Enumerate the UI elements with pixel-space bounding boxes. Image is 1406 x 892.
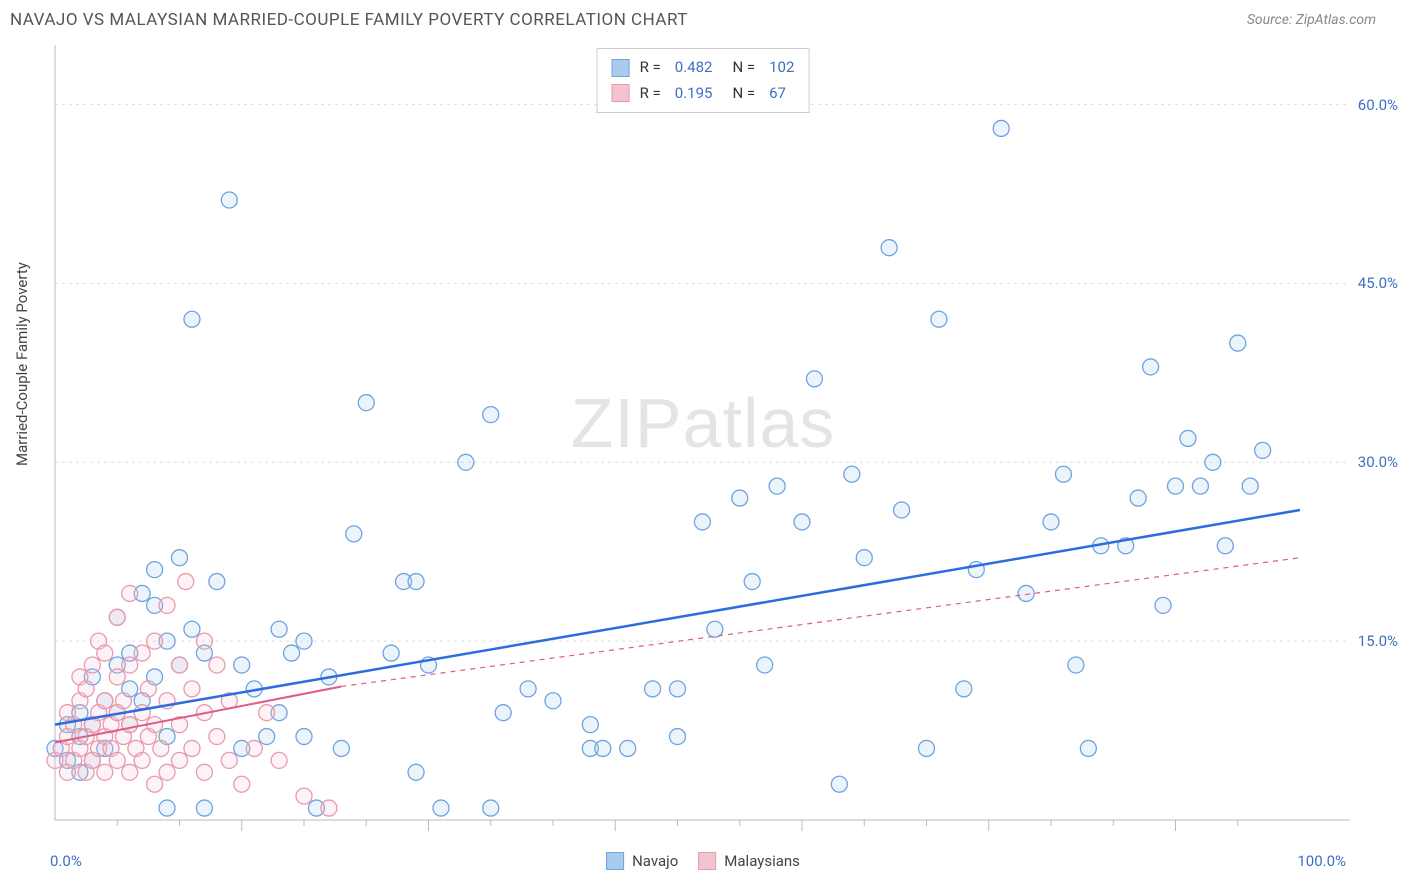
n-label: N = xyxy=(732,55,755,81)
y-tick-label: 15.0% xyxy=(1358,632,1398,650)
r-value-malaysians: 0.195 xyxy=(675,81,713,107)
chart-header: NAVAJO VS MALAYSIAN MARRIED-COUPLE FAMIL… xyxy=(0,0,1406,30)
swatch-navajo xyxy=(612,59,630,77)
n-value-navajo: 102 xyxy=(769,55,794,81)
correlation-legend: R = 0.482 N = 102 R = 0.195 N = 67 xyxy=(597,48,810,113)
chart-title: NAVAJO VS MALAYSIAN MARRIED-COUPLE FAMIL… xyxy=(10,10,688,30)
legend-label-malaysians: Malaysians xyxy=(724,852,800,870)
legend-label-navajo: Navajo xyxy=(632,852,678,870)
r-value-navajo: 0.482 xyxy=(675,55,713,81)
source-label: Source: xyxy=(1247,12,1292,28)
source-attribution: Source: ZipAtlas.com xyxy=(1247,12,1376,28)
chart-area: Married-Couple Family Poverty ZIPatlas R… xyxy=(0,40,1406,892)
source-name: ZipAtlas.com xyxy=(1296,12,1376,28)
series-legend: Navajo Malaysians xyxy=(606,852,800,870)
y-tick-label: 30.0% xyxy=(1358,453,1398,471)
y-tick-label: 60.0% xyxy=(1358,96,1398,114)
r-label: R = xyxy=(640,81,661,107)
swatch-malaysians-icon xyxy=(698,852,716,870)
r-label: R = xyxy=(640,55,661,81)
scatter-chart xyxy=(0,40,1406,860)
x-tick-min: 0.0% xyxy=(50,852,82,870)
swatch-malaysians xyxy=(612,84,630,102)
x-tick-max: 100.0% xyxy=(1297,852,1346,870)
legend-item-navajo: Navajo xyxy=(606,852,678,870)
legend-row-malaysians: R = 0.195 N = 67 xyxy=(612,81,795,107)
y-tick-label: 45.0% xyxy=(1358,274,1398,292)
n-value-malaysians: 67 xyxy=(769,81,786,107)
legend-row-navajo: R = 0.482 N = 102 xyxy=(612,55,795,81)
legend-item-malaysians: Malaysians xyxy=(698,852,800,870)
swatch-navajo-icon xyxy=(606,852,624,870)
n-label: N = xyxy=(732,81,755,107)
